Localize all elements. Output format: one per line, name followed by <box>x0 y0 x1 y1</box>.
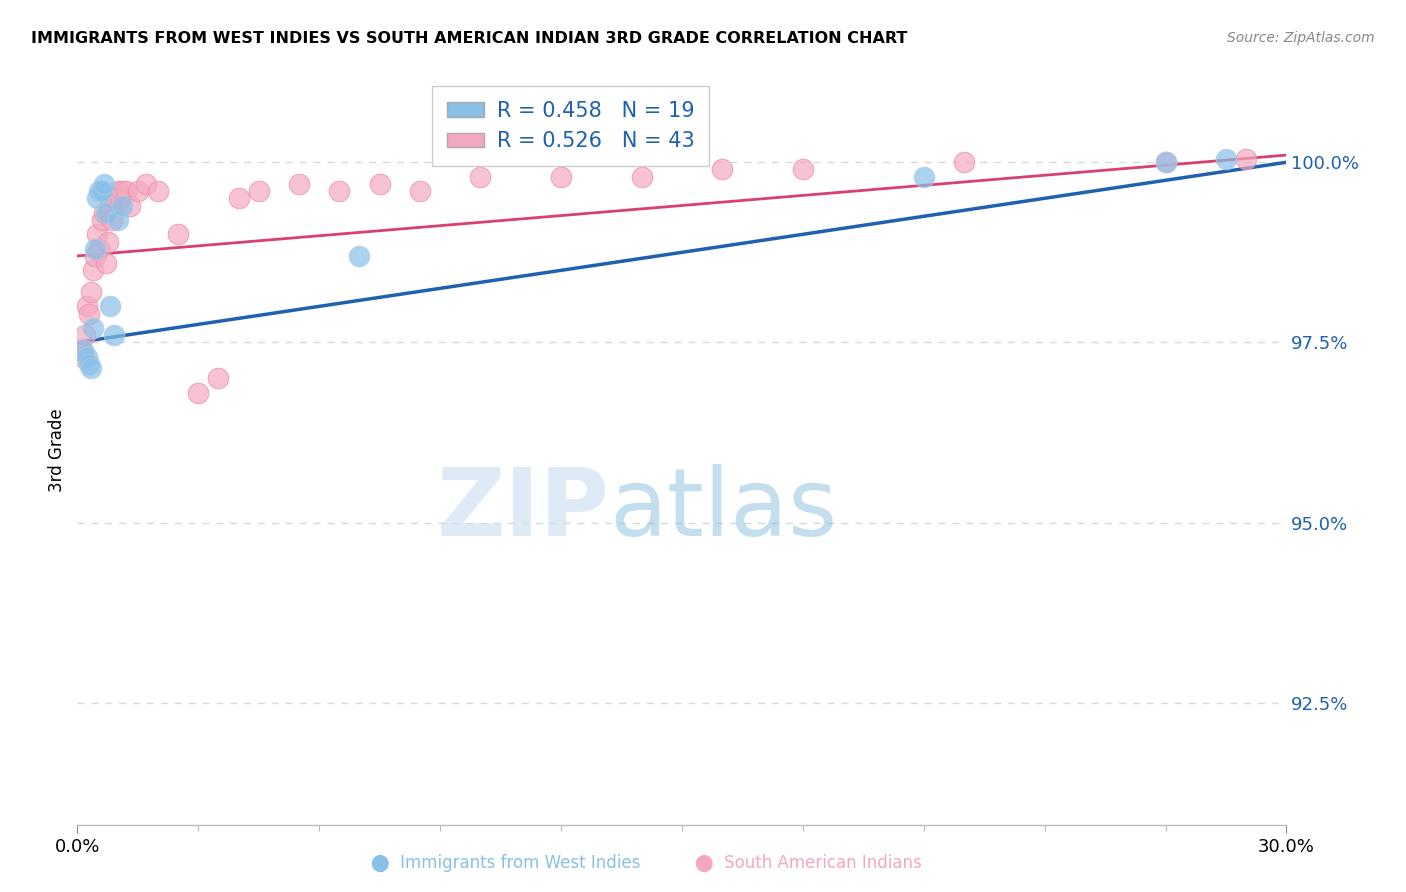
Point <box>94 205 117 219</box>
Point <box>79 357 101 371</box>
Point <box>108 191 131 205</box>
Point <box>72 343 94 357</box>
Point <box>118 198 141 212</box>
Text: IMMIGRANTS FROM WEST INDIES VS SOUTH AMERICAN INDIAN 3RD GRADE CORRELATION CHART: IMMIGRANTS FROM WEST INDIES VS SOUTH AME… <box>31 31 907 46</box>
Point <box>90 213 112 227</box>
Point <box>470 169 492 184</box>
Point <box>76 350 98 364</box>
Point <box>107 213 129 227</box>
Point <box>550 169 572 184</box>
Text: ⬤  Immigrants from West Indies: ⬤ Immigrants from West Indies <box>371 855 641 872</box>
Point <box>93 177 115 191</box>
Point <box>711 162 734 177</box>
Point <box>114 184 136 198</box>
Point <box>98 198 121 212</box>
Point <box>207 371 229 385</box>
Point <box>80 285 103 299</box>
Point <box>98 299 121 313</box>
Point <box>86 227 108 242</box>
Point <box>103 191 125 205</box>
Point <box>100 213 122 227</box>
Point <box>368 177 391 191</box>
Point <box>187 385 209 400</box>
Point <box>76 299 98 313</box>
Point <box>84 242 107 256</box>
Point <box>86 191 108 205</box>
Point <box>247 184 270 198</box>
Point <box>127 184 149 198</box>
Point <box>1215 152 1237 166</box>
Point <box>89 184 111 198</box>
Legend: R = 0.458   N = 19, R = 0.526   N = 43: R = 0.458 N = 19, R = 0.526 N = 43 <box>433 87 709 166</box>
Point <box>288 177 311 191</box>
Point <box>349 249 371 263</box>
Point <box>84 249 107 263</box>
Point <box>792 162 814 177</box>
Point <box>90 184 112 198</box>
Y-axis label: 3rd Grade: 3rd Grade <box>48 409 66 492</box>
Text: atlas: atlas <box>609 465 838 557</box>
Point <box>1234 152 1257 166</box>
Point <box>82 321 104 335</box>
Point <box>104 191 127 205</box>
Point <box>75 328 97 343</box>
Point <box>146 184 169 198</box>
Point <box>80 360 103 375</box>
Point <box>94 256 117 270</box>
Point <box>135 177 157 191</box>
Point <box>89 242 111 256</box>
Point <box>93 205 115 219</box>
Point <box>96 235 118 249</box>
Text: ZIP: ZIP <box>436 465 609 557</box>
Point <box>328 184 350 198</box>
Point <box>953 155 976 169</box>
Point <box>111 184 134 198</box>
Point <box>79 307 101 321</box>
Point <box>1154 155 1177 169</box>
Point <box>630 169 652 184</box>
Point <box>70 343 93 357</box>
Point <box>111 198 134 212</box>
Point <box>72 350 94 364</box>
Point <box>103 328 125 343</box>
Point <box>82 263 104 277</box>
Point <box>167 227 190 242</box>
Point <box>228 191 250 205</box>
Text: ⬤  South American Indians: ⬤ South American Indians <box>695 855 922 872</box>
Point <box>107 184 129 198</box>
Point <box>912 169 935 184</box>
Point <box>409 184 432 198</box>
Point <box>1154 155 1177 169</box>
Text: Source: ZipAtlas.com: Source: ZipAtlas.com <box>1227 31 1375 45</box>
